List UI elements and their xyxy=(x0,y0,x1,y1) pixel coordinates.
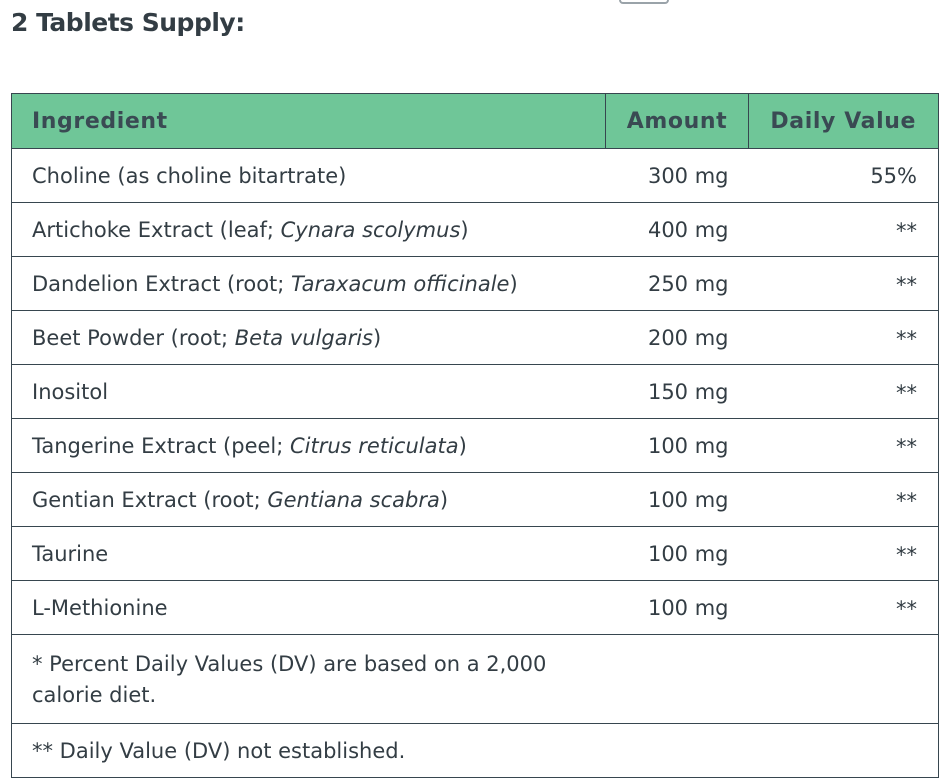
ingredient-name: Beet Powder (root; Beta vulgaris) xyxy=(11,310,606,365)
ingredient-name: Choline (as choline bitartrate) xyxy=(11,148,606,203)
table-row: L-Methionine 100 mg ** xyxy=(11,580,939,635)
supplement-facts-table: Ingredient Amount Daily Value Choline (a… xyxy=(11,93,939,778)
footnote-dv-not-established: ** Daily Value (DV) not established. xyxy=(11,723,939,778)
table-row: Tangerine Extract (peel; Citrus reticula… xyxy=(11,418,939,473)
ingredient-daily-value: ** xyxy=(748,526,939,581)
table-row: Beet Powder (root; Beta vulgaris) 200 mg… xyxy=(11,310,939,365)
footnote-row: ** Daily Value (DV) not established. xyxy=(11,723,939,778)
ingredient-amount: 300 mg xyxy=(605,148,749,203)
ingredient-name: L-Methionine xyxy=(11,580,606,635)
ingredient-name: Dandelion Extract (root; Taraxacum offic… xyxy=(11,256,606,311)
header-daily-value: Daily Value xyxy=(748,93,939,149)
ingredient-daily-value: ** xyxy=(748,202,939,257)
table-row: Taurine 100 mg ** xyxy=(11,526,939,581)
ingredient-daily-value: ** xyxy=(748,418,939,473)
ingredient-amount: 150 mg xyxy=(605,364,749,419)
table-row: Gentian Extract (root; Gentiana scabra) … xyxy=(11,472,939,527)
cropped-icon xyxy=(619,0,669,4)
ingredient-name: Inositol xyxy=(11,364,606,419)
ingredient-daily-value: ** xyxy=(748,310,939,365)
supply-heading: 2 Tablets Supply: xyxy=(11,8,245,37)
table-row: Choline (as choline bitartrate) 300 mg 5… xyxy=(11,148,939,203)
footnote-row: * Percent Daily Values (DV) are based on… xyxy=(11,634,939,724)
ingredient-amount: 100 mg xyxy=(605,472,749,527)
table-header-row: Ingredient Amount Daily Value xyxy=(11,93,939,149)
table-row: Inositol 150 mg ** xyxy=(11,364,939,419)
ingredient-amount: 100 mg xyxy=(605,526,749,581)
ingredient-amount: 100 mg xyxy=(605,580,749,635)
footnote-text: * Percent Daily Values (DV) are based on… xyxy=(32,652,547,707)
table-row: Artichoke Extract (leaf; Cynara scolymus… xyxy=(11,202,939,257)
ingredient-amount: 400 mg xyxy=(605,202,749,257)
ingredient-daily-value: ** xyxy=(748,472,939,527)
ingredient-name: Gentian Extract (root; Gentiana scabra) xyxy=(11,472,606,527)
ingredient-name: Taurine xyxy=(11,526,606,581)
table-row: Dandelion Extract (root; Taraxacum offic… xyxy=(11,256,939,311)
ingredient-amount: 100 mg xyxy=(605,418,749,473)
ingredient-daily-value: 55% xyxy=(748,148,939,203)
footnote-percent-dv: * Percent Daily Values (DV) are based on… xyxy=(11,634,939,724)
ingredient-amount: 250 mg xyxy=(605,256,749,311)
ingredient-name: Tangerine Extract (peel; Citrus reticula… xyxy=(11,418,606,473)
header-amount: Amount xyxy=(605,93,749,149)
ingredient-name: Artichoke Extract (leaf; Cynara scolymus… xyxy=(11,202,606,257)
ingredient-daily-value: ** xyxy=(748,364,939,419)
ingredient-daily-value: ** xyxy=(748,256,939,311)
header-ingredient: Ingredient xyxy=(11,93,606,149)
ingredient-daily-value: ** xyxy=(748,580,939,635)
ingredient-amount: 200 mg xyxy=(605,310,749,365)
